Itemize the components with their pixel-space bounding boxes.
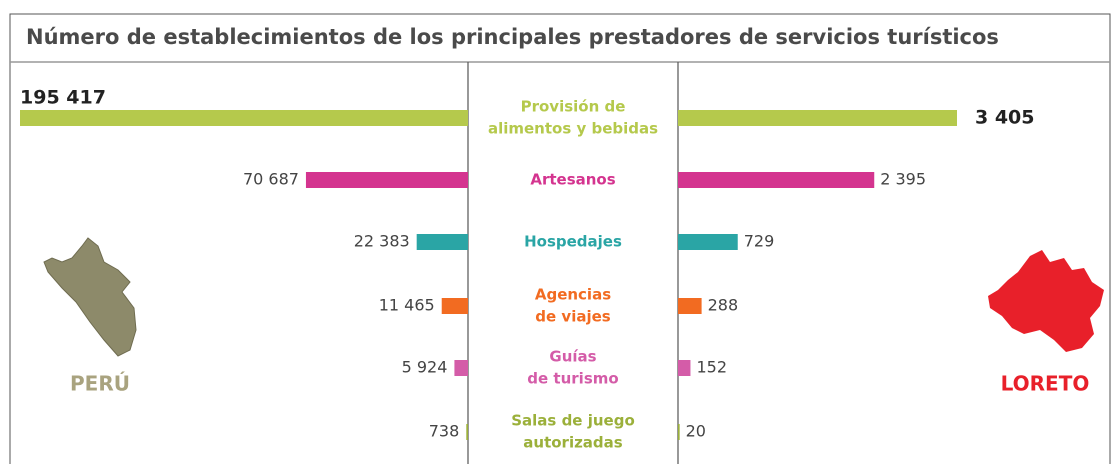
- category-label: alimentos y bebidas: [488, 120, 658, 138]
- category-label: Hospedajes: [524, 233, 622, 251]
- bar-right: [678, 298, 702, 314]
- bar-right: [678, 172, 875, 188]
- category-label: Guías: [549, 348, 596, 366]
- bar-left: [466, 424, 468, 440]
- bar-left: [416, 234, 468, 250]
- bar-right: [678, 424, 680, 440]
- loreto-map: [988, 250, 1104, 352]
- value-label: 11 465: [379, 296, 435, 315]
- category-label: Provisión de: [521, 98, 626, 116]
- value-label: 20: [686, 422, 706, 441]
- bar-left: [441, 298, 468, 314]
- bar-right: [678, 110, 957, 126]
- legend-right: LORETO: [1001, 372, 1090, 396]
- value-label: 3 405: [975, 107, 1035, 129]
- bar-right: [678, 234, 738, 250]
- bar-left: [20, 110, 468, 126]
- value-label: 22 383: [354, 232, 410, 251]
- value-label: 288: [708, 296, 739, 315]
- category-label: Salas de juego: [511, 412, 635, 430]
- value-label: 5 924: [402, 358, 448, 377]
- value-label: 738: [429, 422, 460, 441]
- category-label: Agencias: [535, 286, 611, 304]
- value-label: 195 417: [20, 87, 106, 109]
- category-label: de turismo: [527, 370, 618, 388]
- bar-left: [305, 172, 468, 188]
- legend-left: PERÚ: [70, 372, 130, 396]
- bar-left: [454, 360, 468, 376]
- chart-title: Número de establecimientos de los princi…: [26, 25, 999, 49]
- frame: [9, 13, 1111, 464]
- value-label: 152: [696, 358, 727, 377]
- value-label: 2 395: [880, 170, 926, 189]
- category-label: autorizadas: [523, 434, 623, 452]
- peru-map: [43, 237, 137, 357]
- bar-right: [678, 360, 691, 376]
- category-label: de viajes: [535, 308, 610, 326]
- value-label: 70 687: [243, 170, 299, 189]
- value-label: 729: [744, 232, 775, 251]
- category-label: Artesanos: [530, 171, 615, 189]
